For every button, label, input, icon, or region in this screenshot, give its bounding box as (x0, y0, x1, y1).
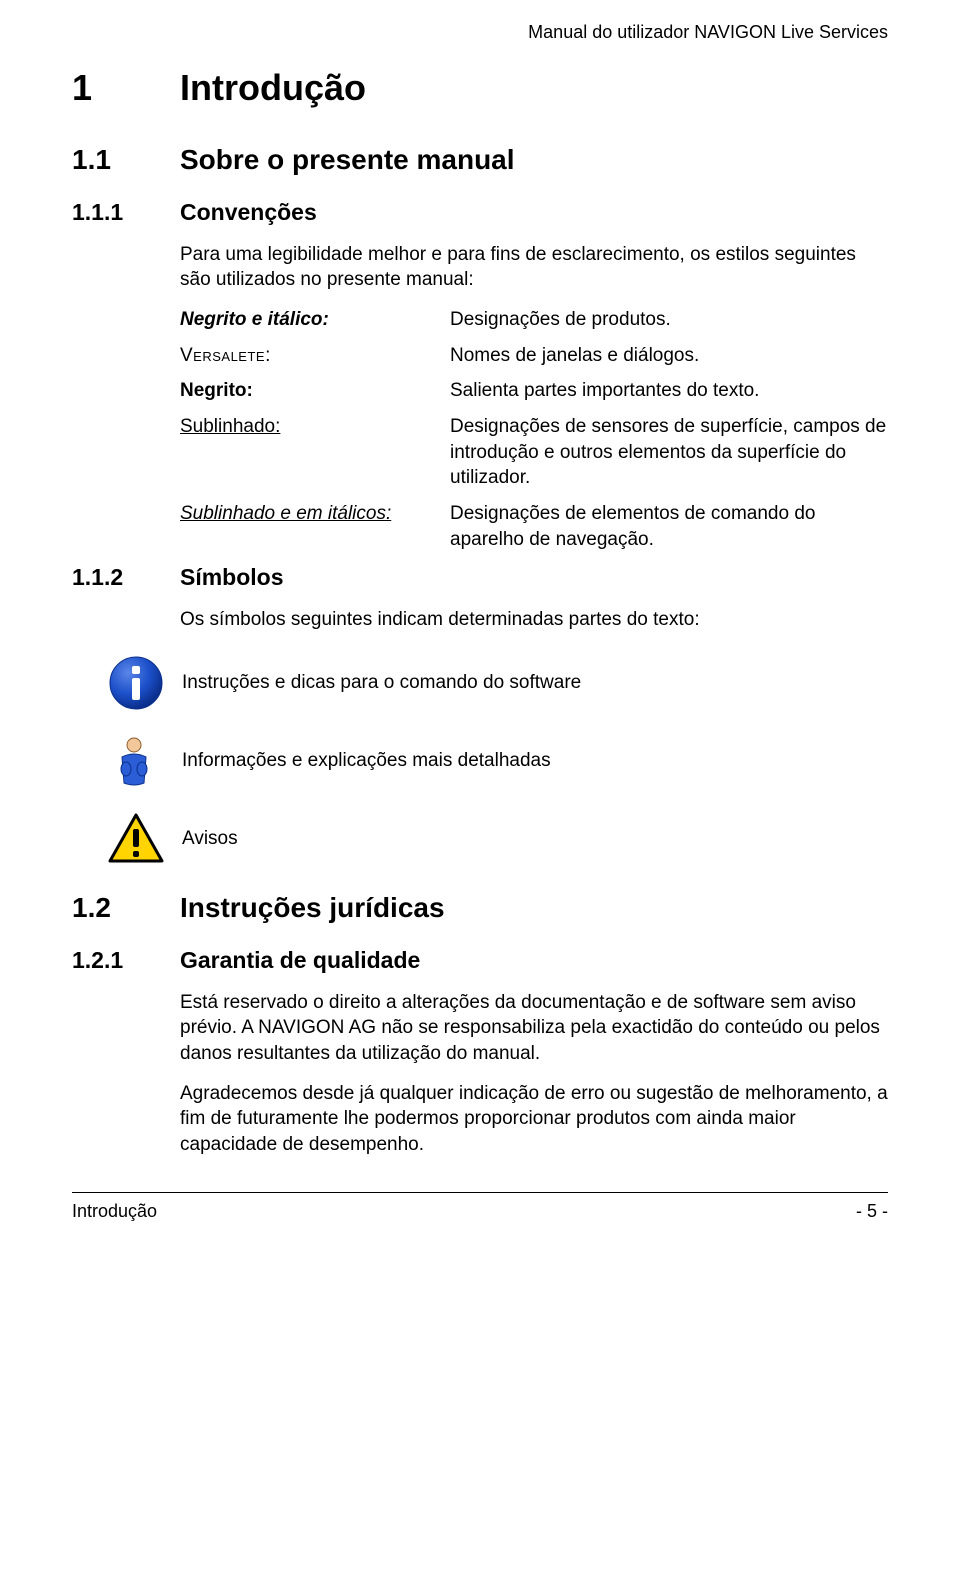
warning-icon (108, 811, 164, 867)
heading-1-2-num: 1.2 (72, 889, 180, 927)
symbols-intro: Os símbolos seguintes indicam determinad… (180, 607, 888, 633)
conv-right: Designações de sensores de superfície, c… (450, 414, 888, 491)
heading-1-2-title: Instruções jurídicas (180, 889, 445, 927)
info-icon (108, 655, 164, 711)
conventions-table: Negrito e itálico: Designações de produt… (180, 307, 888, 552)
footer-left: Introdução (72, 1199, 157, 1223)
conv-left-bold-italic: Negrito e itálico: (180, 307, 450, 333)
conv-left-underline-italic: Sublinhado e em itálicos: (180, 501, 450, 552)
person-info-icon (108, 733, 164, 789)
footer-right: - 5 - (856, 1199, 888, 1223)
quality-p1: Está reservado o direito a alterações da… (180, 990, 888, 1067)
conventions-intro: Para uma legibilidade melhor e para fins… (180, 242, 888, 293)
heading-1-title: Introdução (180, 64, 366, 113)
page-footer: Introdução - 5 - (72, 1199, 888, 1227)
heading-1-1: 1.1 Sobre o presente manual (72, 141, 888, 179)
heading-1-2-1-num: 1.2.1 (72, 945, 180, 976)
quality-p2: Agradecemos desde já qualquer indicação … (180, 1081, 888, 1158)
heading-1: 1 Introdução (72, 64, 888, 113)
conv-right: Designações de elementos de comando do a… (450, 501, 888, 552)
heading-1-num: 1 (72, 64, 180, 113)
conv-row: Sublinhado e em itálicos: Designações de… (180, 501, 888, 552)
heading-1-1-2-title: Símbolos (180, 562, 284, 593)
conv-row: Versalete: Nomes de janelas e diálogos. (180, 343, 888, 369)
conv-right: Salienta partes importantes do texto. (450, 378, 888, 404)
conv-left-underline: Sublinhado: (180, 414, 450, 491)
heading-1-2-1: 1.2.1 Garantia de qualidade (72, 945, 888, 976)
conv-row: Negrito: Salienta partes importantes do … (180, 378, 888, 404)
symbol-item-warning: Avisos (72, 811, 888, 867)
symbol-item-info: Instruções e dicas para o comando do sof… (72, 655, 888, 711)
conv-row: Sublinhado: Designações de sensores de s… (180, 414, 888, 491)
heading-1-1-num: 1.1 (72, 141, 180, 179)
symbol-text: Avisos (182, 826, 238, 852)
heading-1-1-2-num: 1.1.2 (72, 562, 180, 593)
heading-1-1-1: 1.1.1 Convenções (72, 197, 888, 228)
footer-separator (72, 1192, 888, 1193)
heading-1-1-1-title: Convenções (180, 197, 317, 228)
symbol-text: Instruções e dicas para o comando do sof… (182, 670, 581, 696)
heading-1-2: 1.2 Instruções jurídicas (72, 889, 888, 927)
symbol-text: Informações e explicações mais detalhada… (182, 748, 551, 774)
heading-1-1-2: 1.1.2 Símbolos (72, 562, 888, 593)
conv-right: Designações de produtos. (450, 307, 888, 333)
heading-1-1-1-num: 1.1.1 (72, 197, 180, 228)
page-header: Manual do utilizador NAVIGON Live Servic… (72, 20, 888, 44)
heading-1-2-1-title: Garantia de qualidade (180, 945, 420, 976)
conv-left-smallcaps: Versalete: (180, 343, 450, 369)
heading-1-1-title: Sobre o presente manual (180, 141, 515, 179)
conv-row: Negrito e itálico: Designações de produt… (180, 307, 888, 333)
conv-right: Nomes de janelas e diálogos. (450, 343, 888, 369)
conv-left-bold: Negrito: (180, 378, 450, 404)
symbol-item-person: Informações e explicações mais detalhada… (72, 733, 888, 789)
